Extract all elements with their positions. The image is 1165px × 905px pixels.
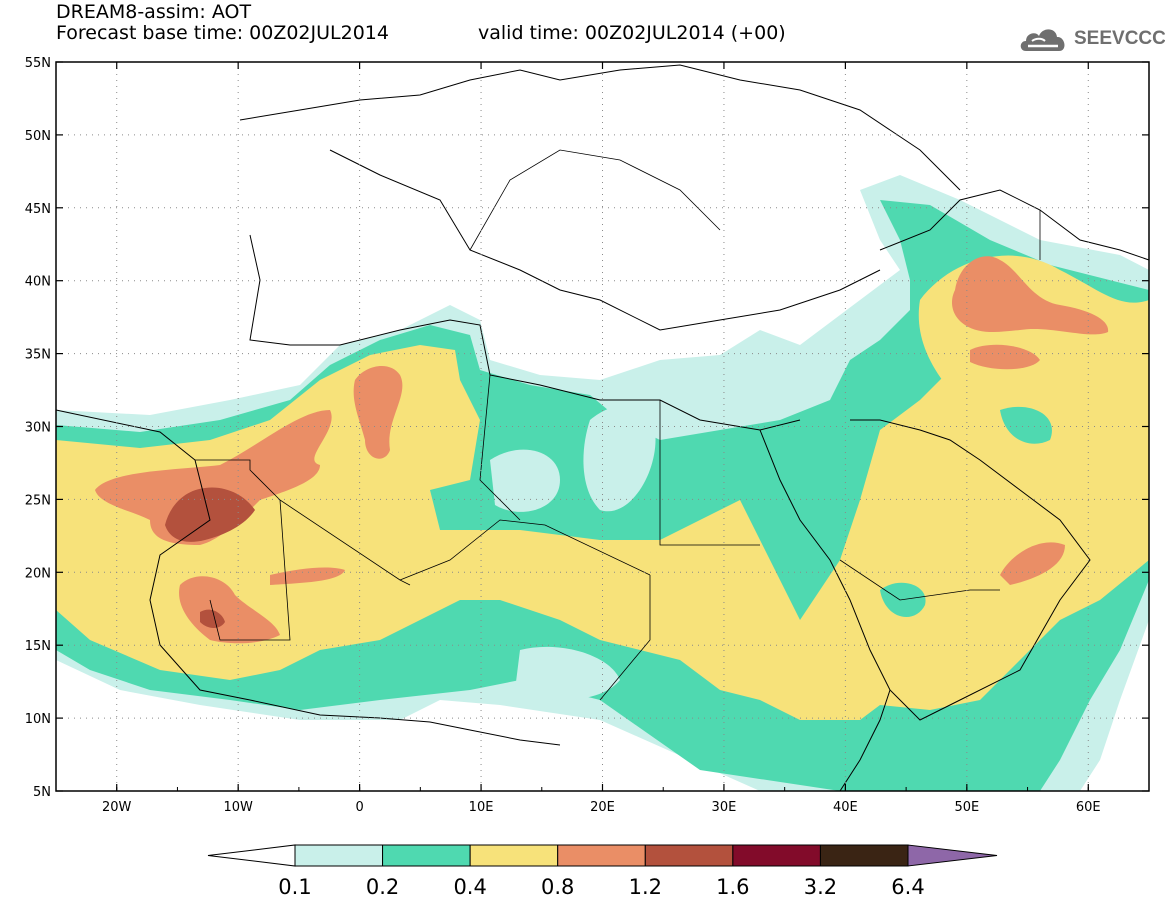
colorbar-segment <box>732 844 821 867</box>
colorbar-label: 3.2 <box>804 875 837 899</box>
aot-band-0.8 <box>95 410 332 545</box>
colorbar-label: 1.2 <box>629 875 662 899</box>
colorbar-label: 0.2 <box>366 875 399 899</box>
lon-label: 10W <box>223 800 253 815</box>
aot-band-1.2 <box>165 487 255 542</box>
lon-label: 60E <box>1076 800 1101 815</box>
colorbar-segment <box>294 844 384 867</box>
colorbar-low-extend <box>207 844 296 867</box>
colorbar-segment <box>644 844 734 867</box>
lat-label: 15N <box>25 639 51 654</box>
map-title: DREAM8-assim: AOT <box>56 1 252 23</box>
lat-label: 45N <box>25 202 51 217</box>
logo-text: SEEVCCC <box>1074 28 1165 49</box>
colorbar: 0.1 0.2 0.4 0.8 1.2 1.6 3.2 6.4 <box>207 844 998 899</box>
colorbar-segment <box>557 844 646 867</box>
colorbar-segment <box>382 844 471 867</box>
seevccc-logo: SEEVCCC <box>1018 22 1165 56</box>
lat-label: 30N <box>25 421 51 436</box>
lon-label: 10E <box>469 800 494 815</box>
cloud-icon <box>1020 29 1065 51</box>
lat-label: 20N <box>25 566 51 581</box>
colorbar-high-extend <box>907 844 998 867</box>
aot-band-0.4 <box>56 300 1149 720</box>
lat-label: 35N <box>25 348 51 363</box>
colorbar-label: 0.1 <box>278 875 311 899</box>
lon-label: 30E <box>712 800 737 815</box>
axis-ticks <box>55 61 1150 792</box>
colorbar-label: 0.4 <box>453 875 486 899</box>
colorbar-segment <box>819 844 909 867</box>
country-borders <box>195 149 1041 701</box>
colorbar-label: 1.6 <box>716 875 749 899</box>
valid-time: valid time: 00Z02JUL2014 (+00) <box>478 22 786 44</box>
forecast-base-time: Forecast base time: 00Z02JUL2014 <box>56 22 389 44</box>
lat-label: 50N <box>25 129 51 144</box>
lon-label: 20E <box>590 800 615 815</box>
lat-label: 5N <box>33 785 51 800</box>
colorbar-label: 0.8 <box>541 875 574 899</box>
lat-label: 10N <box>25 712 51 727</box>
graticule <box>56 62 1149 791</box>
coastlines <box>55 64 1150 792</box>
lon-label: 0 <box>355 800 363 815</box>
axis-labels: 55N 50N 45N 40N 35N 30N 25N 20N 15N 10N 5N 20W 10W 0 1… <box>25 56 1101 815</box>
lon-label: 20W <box>102 800 132 815</box>
lon-label: 50E <box>954 800 979 815</box>
colorbar-segment <box>469 844 559 867</box>
lon-label: 40E <box>833 800 858 815</box>
lat-label: 40N <box>25 275 51 290</box>
lat-label: 25N <box>25 493 51 508</box>
lat-label: 55N <box>25 56 51 71</box>
colorbar-label: 6.4 <box>891 875 924 899</box>
